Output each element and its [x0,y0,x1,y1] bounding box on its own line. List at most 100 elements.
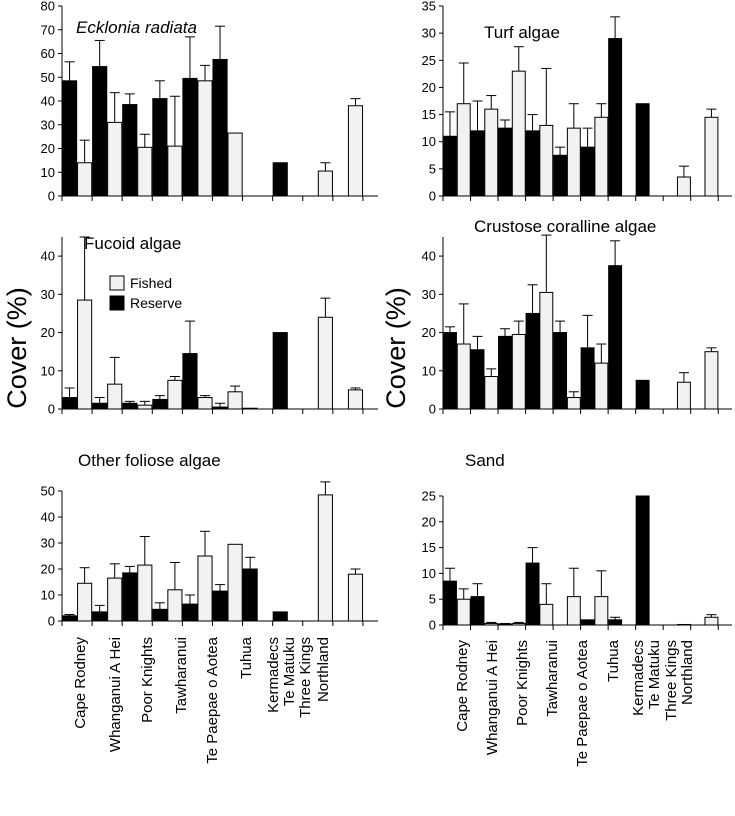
panel-title: Ecklonia radiata [76,18,197,37]
y-tick-label: 40 [422,249,436,264]
site-label: Tuhua [605,639,622,682]
y-tick-label: 5 [429,592,436,607]
y-tick-label: 25 [422,489,436,504]
bar-reserve [122,402,138,410]
y-tick-label: 35 [422,0,436,14]
bar-reserve [212,58,228,197]
site-label: Kermadecs [630,640,647,716]
panel-5: 0 10 20 30 40 50 Other foliose algae [41,451,378,629]
bar-fished [676,381,691,410]
bar-reserve [580,619,595,626]
y-tick-label: 50 [41,70,55,85]
bar-fished [347,573,364,622]
panel-title: Fucoid algae [84,234,181,253]
bar-reserve [212,406,228,410]
bar-fished [511,622,526,626]
site-label: Northland [679,640,696,705]
y-tick-label: 10 [41,165,55,180]
bar-fished [197,80,213,197]
y-tick-label: 10 [41,363,55,378]
bar-fished [107,383,123,410]
bar-fished [77,299,93,410]
panel-title: Sand [465,451,505,470]
panel-title: Turf algae [484,23,560,42]
bar-reserve [498,335,512,410]
panel-2: 0 5 10 15 20 25 30 35 Turf algae [422,0,732,204]
bar-reserve [182,353,198,410]
bar-reserve [122,104,138,197]
y-tick-label: 40 [41,94,55,109]
bar-fished [167,589,183,622]
y-tick-label: 30 [41,287,55,302]
bar-fished [566,397,581,410]
bar-fished [456,103,471,197]
y-tick-label: 30 [422,26,436,41]
bar-fished [107,577,123,622]
y-tick-label: 10 [422,363,436,378]
bar-fished [137,404,153,410]
bar-fished [137,146,153,197]
bar-fished [317,494,333,622]
site-label: Te Matuku [281,637,298,706]
site-label: Tawharanui [544,640,561,717]
site-labels-right: Cape Rodney Whanganui A Hei Poor Knights Ta… [454,639,696,766]
y-tick-label: 30 [422,287,436,302]
bar-reserve [525,312,540,410]
y-tick-label: 15 [422,540,436,555]
y-tick-label: 20 [41,562,55,577]
y-tick-label: 0 [48,614,55,629]
bar-fished [511,333,526,410]
y-axis-label-left: Cover (%) [2,287,32,409]
bar-fished [347,105,364,197]
site-label: Te Paepae o Aotea [574,639,591,766]
bar-reserve [182,77,198,197]
site-label: Cape Rodney [72,637,89,729]
bar-reserve [122,572,138,622]
y-tick-label: 0 [429,618,436,633]
bar-reserve [443,332,457,410]
bar-fished [197,397,213,410]
bar-reserve [92,611,108,622]
bar-reserve [242,568,258,622]
site-label: Cape Rodney [454,640,471,732]
bar-reserve [635,103,650,197]
site-label: Northland [315,637,332,702]
bar-fished [167,379,183,410]
bar-fished [594,596,609,626]
panel-title: Other foliose algae [78,451,221,470]
bar-fished [539,603,554,626]
bar-fished [227,132,243,197]
bar-fished [704,351,719,410]
bar-fished [456,598,471,626]
y-tick-label: 40 [41,249,55,264]
y-tick-label: 5 [429,161,436,176]
bar-reserve [580,146,595,197]
site-label: Poor Knights [514,640,531,726]
bar-reserve [470,596,485,626]
bar-reserve [92,66,108,197]
panel-6: 0 5 10 15 20 25 Sand [422,451,732,633]
y-tick-label: 30 [41,536,55,551]
y-tick-label: 0 [429,402,436,417]
bar-reserve [272,332,288,410]
bar-reserve [553,332,568,410]
y-tick-label: 10 [41,588,55,603]
y-tick-label: 80 [41,0,55,14]
bar-fished [484,108,499,197]
y-tick-label: 20 [422,514,436,529]
y-tick-label: 20 [422,325,436,340]
panel-3: 0 10 20 30 40 Fucoid algae [41,234,378,417]
y-tick-label: 50 [41,484,55,499]
y-tick-label: 0 [48,189,55,204]
y-tick-label: 70 [41,22,55,37]
bar-reserve [152,98,168,197]
site-label: Whanganui A Hei [484,640,501,755]
bar-fished [227,543,243,622]
bar-fished [197,555,213,622]
bar-fished [594,362,609,410]
y-tick-label: 20 [41,325,55,340]
bar-reserve [62,615,78,622]
bar-reserve [608,265,623,410]
y-tick-label: 10 [422,566,436,581]
